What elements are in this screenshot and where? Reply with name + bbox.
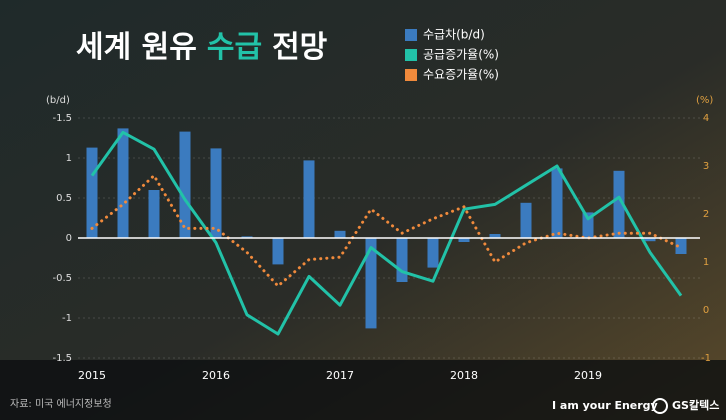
line	[90, 174, 683, 288]
bar	[365, 238, 377, 329]
bar	[86, 147, 98, 238]
legend-label: 수요증가율(%)	[423, 68, 499, 82]
brand: GS칼텍스	[672, 398, 719, 412]
bar	[427, 238, 439, 268]
bar	[210, 148, 222, 238]
bar	[644, 238, 656, 242]
x-tick-label: 2015	[78, 369, 106, 382]
bar	[334, 230, 346, 238]
slogan: I am your Energy	[552, 399, 658, 412]
y-tick-label: -0.5	[52, 273, 72, 284]
legend-label: 공급증가율(%)	[423, 48, 499, 62]
legend-swatch	[405, 49, 417, 61]
line	[90, 130, 683, 336]
bar	[551, 168, 563, 238]
y-unit: (b/d)	[46, 95, 70, 106]
y2-tick-label: -1	[701, 353, 711, 364]
source: 자료: 미국 에너지정보청	[10, 398, 112, 410]
bar	[582, 212, 594, 238]
bar	[241, 236, 253, 238]
bar	[148, 190, 160, 238]
y2-tick-label: 3	[703, 161, 709, 172]
title-highlight: 수급	[207, 30, 262, 65]
bar	[613, 170, 625, 238]
bar	[520, 202, 532, 238]
legend-label: 수급차(b/d)	[423, 28, 485, 42]
y-tick-label: -1	[62, 313, 72, 324]
bar	[489, 234, 501, 238]
bar	[303, 160, 315, 238]
bar	[675, 238, 687, 254]
y2-tick-label: 2	[703, 209, 709, 220]
title-part: 세계 원유	[76, 30, 197, 65]
x-tick-label: 2016	[202, 369, 230, 382]
y-tick-label: 0.5	[56, 193, 72, 204]
bar	[458, 238, 470, 242]
chart-title: 세계 원유 수급 전망	[76, 30, 328, 65]
title-part: 전망	[272, 30, 328, 65]
x-tick-label: 2017	[326, 369, 354, 382]
y2-tick-label: 1	[703, 257, 709, 268]
legend-swatch	[405, 69, 417, 81]
y2-unit: (%)	[696, 95, 713, 106]
y-tick-label: -1.5	[52, 353, 72, 364]
y2-tick-label: 0	[703, 305, 709, 316]
bar	[117, 128, 129, 238]
legend-swatch	[405, 29, 417, 41]
y-tick-label: -1.5	[52, 113, 72, 124]
bar	[396, 238, 408, 282]
bar	[179, 131, 191, 238]
y-tick-label: 1	[66, 153, 72, 164]
bar	[272, 238, 284, 265]
ground	[0, 360, 726, 420]
x-tick-label: 2019	[574, 369, 602, 382]
x-tick-label: 2018	[450, 369, 478, 382]
brand-logo	[652, 398, 668, 414]
y2-tick-label: 4	[703, 113, 709, 124]
y-tick-label: 0	[66, 233, 72, 244]
